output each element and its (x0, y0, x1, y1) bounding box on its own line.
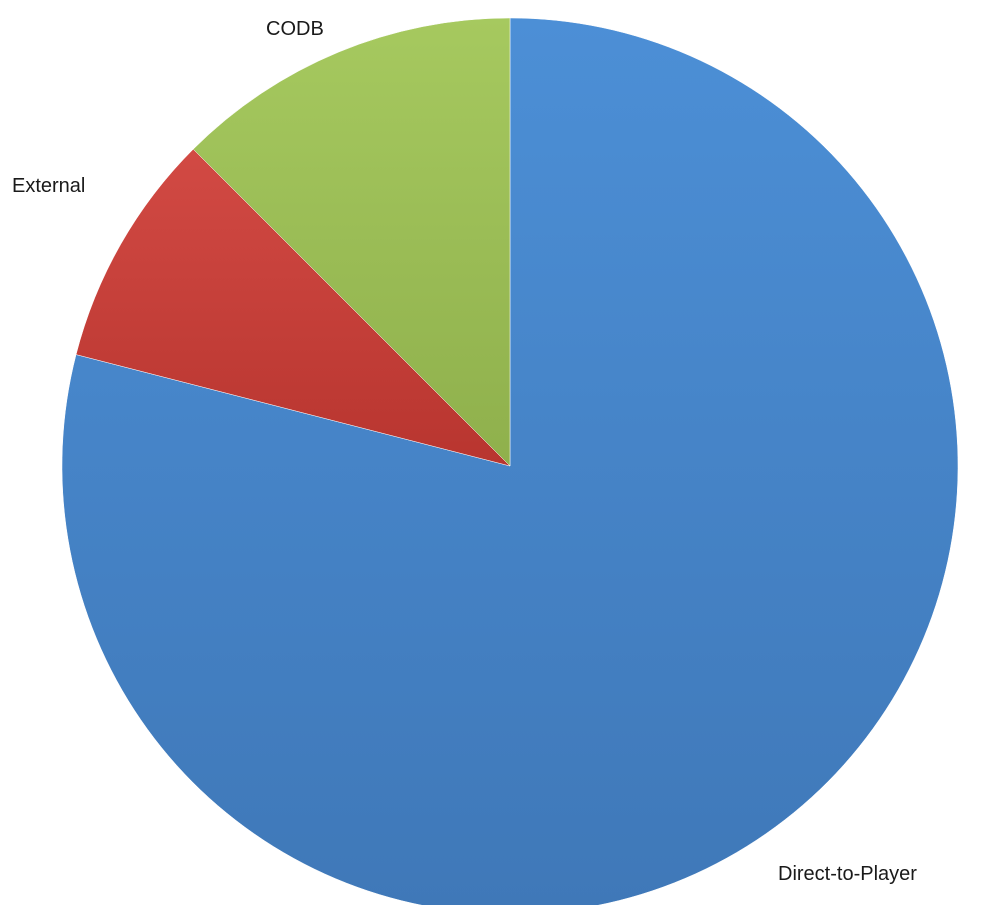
pie-labels: Direct-to-Player External CODB (12, 18, 917, 885)
slice-label-external: External (12, 175, 85, 197)
pie-slice-external (75, 148, 511, 467)
slice-label-direct-to-player: Direct-to-Player (778, 863, 917, 885)
pie-slice-codb (192, 17, 511, 467)
pie-slices (61, 17, 959, 905)
slice-label-codb: CODB (266, 18, 324, 40)
